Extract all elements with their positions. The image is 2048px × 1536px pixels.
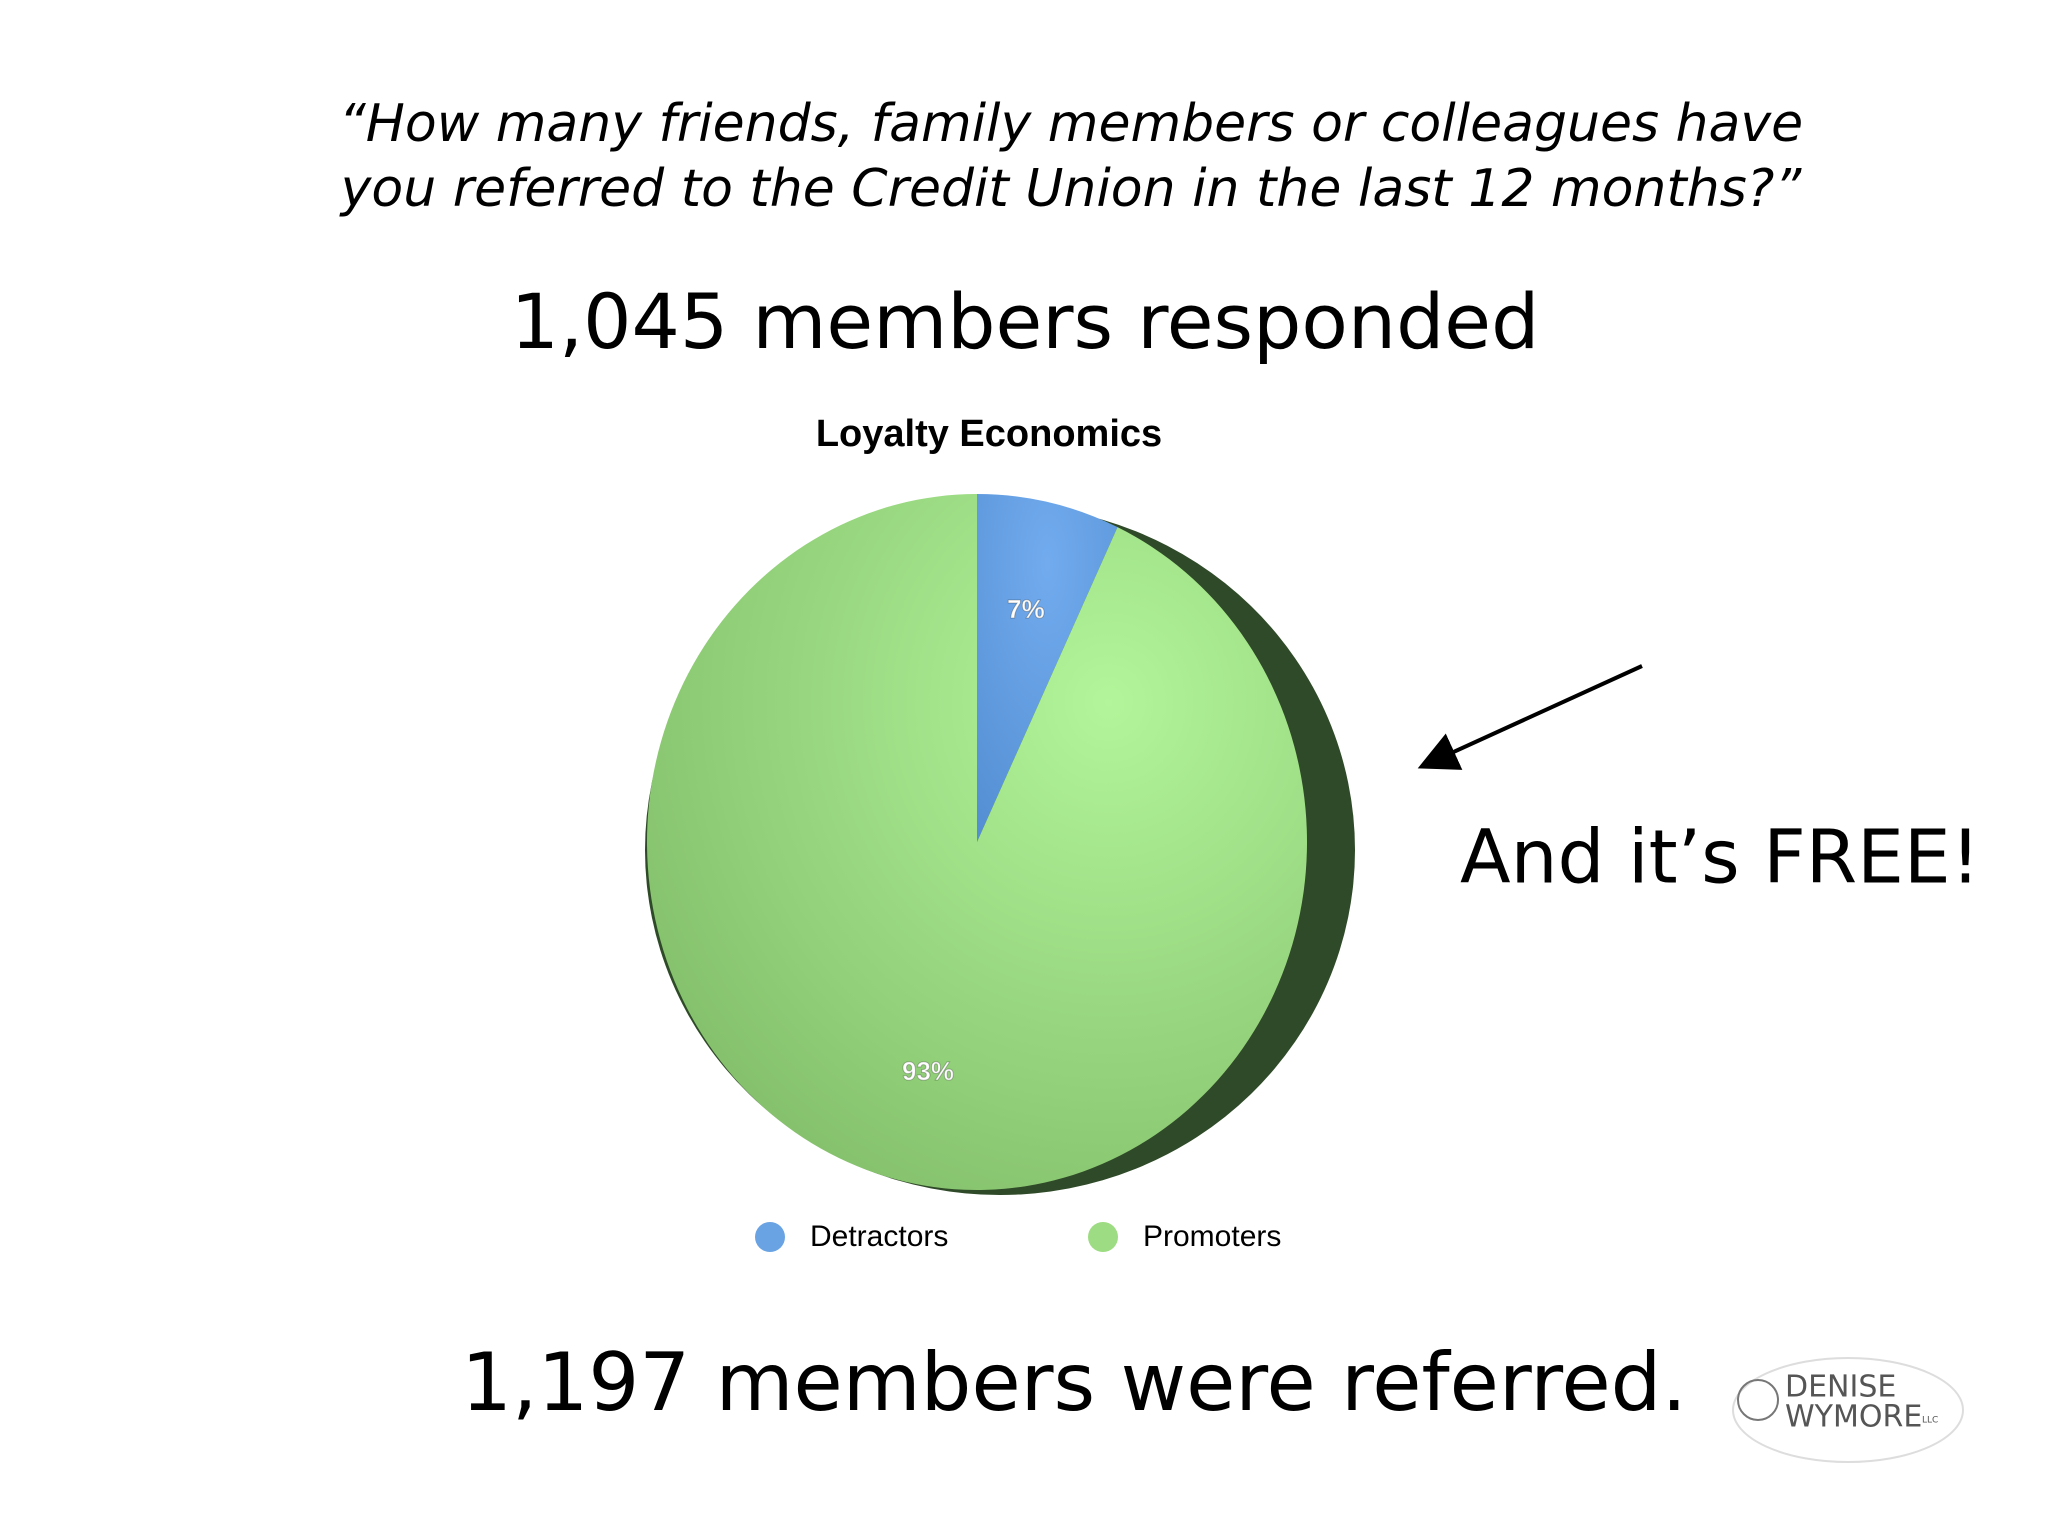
value-label: 93% [902,1056,954,1086]
chart-title: Loyalty Economics [816,413,1162,455]
value-label: 7% [1007,594,1045,624]
logo-suffix: LLC [1922,1416,1938,1426]
footer: 1,197 members were referred. [461,1336,1687,1429]
legend-swatch [755,1222,785,1252]
callout: And it’s FREE! [1460,815,1980,901]
headline: 1,045 members responded [511,277,1540,366]
quote-line: you referred to the Credit Union in the … [339,159,1803,219]
logo-text: DENISE [1785,1370,1896,1405]
quote-line: “How many friends, family members or col… [339,94,1803,154]
legend-label: Detractors [810,1220,948,1253]
pie-slice [646,494,1307,1190]
legend-label: Promoters [1143,1220,1281,1253]
logo-outline [1732,1357,1964,1463]
legend-swatch [1088,1222,1118,1252]
logo: DENISE WYMORE LLC [1732,1357,1964,1463]
pie-slice [977,494,1118,842]
logo-text: WYMORE [1785,1400,1922,1435]
logo-icon [1737,1379,1779,1421]
arrow [1417,664,1643,770]
pie [646,494,1307,1190]
